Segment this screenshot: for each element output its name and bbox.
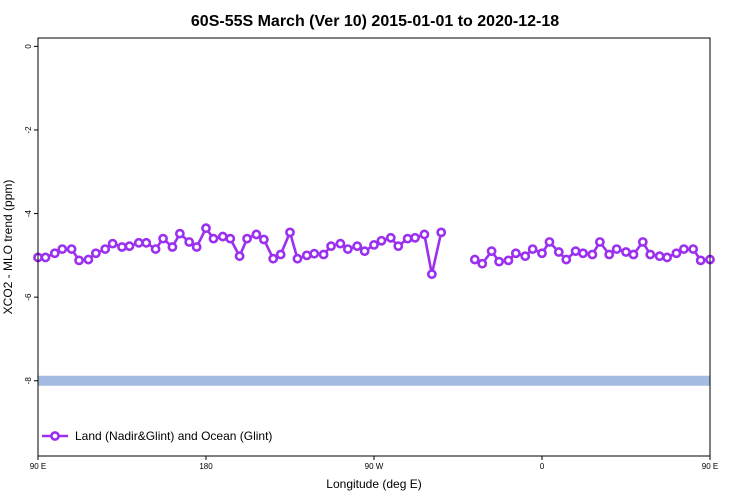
data-point [436,227,447,238]
data-point [359,246,370,257]
data-point [594,237,605,247]
data-point [74,255,84,266]
data-point [342,244,353,254]
data-point [662,252,672,263]
data-point [174,228,185,239]
y-tick-label: 0 [24,44,33,49]
data-point [402,233,413,244]
data-point [671,248,682,259]
data-point [141,237,152,248]
data-point [251,229,262,240]
data-point [527,244,538,254]
data-point [326,241,336,252]
data-point [309,248,320,259]
data-point [570,246,581,257]
plot-area [33,223,715,386]
data-point [520,251,531,262]
data-point [124,241,135,252]
data-point [167,242,178,252]
data-point [503,255,514,266]
legend-label: Land (Nadir&Glint) and Ocean (Glint) [75,429,272,443]
data-point [301,250,312,261]
data-point [201,223,211,234]
data-point [292,253,303,264]
data-point [83,254,94,265]
data-point [57,244,68,254]
data-point [234,251,245,262]
data-point [385,232,396,243]
legend: Land (Nadir&Glint) and Ocean (Glint) [42,429,272,443]
data-point [611,244,622,254]
chart-title: 60S-55S March (Ver 10) 2015-01-01 to 202… [191,13,559,30]
data-point [285,227,295,238]
data-point [369,240,379,250]
data-point [352,241,363,252]
y-axis-label: XCO2 - MLO trend (ppm) [1,180,15,315]
data-point [268,253,279,264]
x-tick-label: 90 W [365,462,384,471]
data-point [410,232,420,243]
data-point [335,238,346,249]
data-point [318,249,329,260]
data-point [208,233,219,244]
data-point [628,249,639,260]
data-point [133,237,144,248]
x-tick-label: 0 [540,462,545,471]
data-point [393,241,404,252]
x-tick-label: 90 E [702,462,718,471]
data-point [275,249,286,260]
data-point [678,244,689,254]
data-point [225,233,236,244]
x-tick-label: 180 [199,462,213,471]
y-tick-label: -2 [24,126,33,134]
data-point [66,244,77,254]
y-tick-label: -6 [24,293,33,301]
data-point [637,237,648,247]
reference-band [38,375,710,386]
data-point [100,244,111,254]
data-point [537,248,547,259]
data-point [258,234,269,245]
data-point [561,254,572,265]
data-point [695,255,706,266]
data-point [477,258,488,269]
data-point [654,251,665,262]
data-point [117,242,127,252]
data-point [578,248,588,259]
data-point [217,231,228,242]
data-point [469,254,480,265]
data-point [107,238,118,249]
data-point [419,229,430,240]
data-point [40,252,51,263]
data-point [184,237,195,247]
data-point [376,235,387,246]
data-point [553,247,564,257]
y-tick-label: -8 [24,377,33,385]
data-point [544,237,555,247]
data-point [150,244,161,254]
data-point [486,246,497,257]
data-point [426,269,437,280]
y-axis: 0 -2 -4 -6 -8 [24,44,38,385]
data-point [587,249,598,260]
data-point [604,249,615,260]
data-point [621,247,631,257]
data-point [242,233,252,244]
data-point [49,248,60,259]
data-point [494,256,504,267]
legend-marker [50,431,60,441]
x-axis: 90 E 180 90 W 0 90 E [30,456,718,471]
data-point [688,244,699,254]
data-point [158,233,168,244]
x-axis-label: Longitude (deg E) [326,477,421,491]
data-point [191,242,202,252]
y-tick-label: -4 [24,209,33,217]
data-point [510,248,521,259]
data-point [645,249,656,260]
data-point [90,248,101,259]
x-tick-label: 90 E [30,462,46,471]
